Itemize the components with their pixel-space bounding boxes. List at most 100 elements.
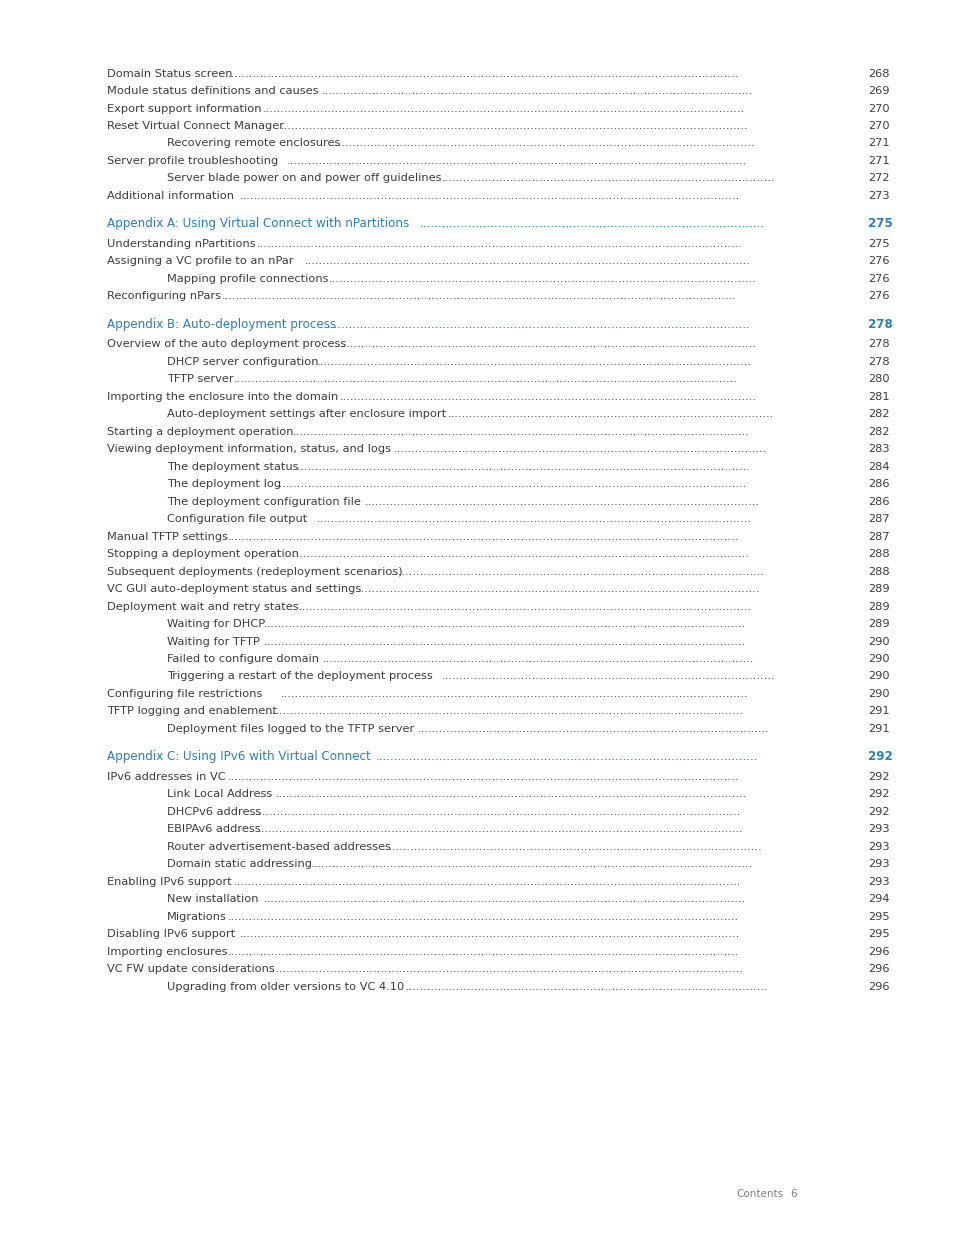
Text: VC FW update considerations: VC FW update considerations xyxy=(107,965,274,974)
Text: Reset Virtual Connect Manager: Reset Virtual Connect Manager xyxy=(107,121,284,131)
Text: ................................................................................: ........................................… xyxy=(323,655,754,664)
Text: Overview of the auto deployment process: Overview of the auto deployment process xyxy=(107,340,346,350)
Text: Waiting for DHCP: Waiting for DHCP xyxy=(167,619,265,629)
Text: ................................................................................: ........................................… xyxy=(239,929,739,940)
Text: 276: 276 xyxy=(867,291,888,301)
Text: ................................................................................: ........................................… xyxy=(316,514,751,524)
Text: ................................................................................: ........................................… xyxy=(257,825,742,835)
Text: Export support information: Export support information xyxy=(107,104,261,114)
Text: 276: 276 xyxy=(867,274,888,284)
Text: 292: 292 xyxy=(867,772,888,782)
Text: ................................................................................: ........................................… xyxy=(263,894,745,904)
Text: Stopping a deployment operation: Stopping a deployment operation xyxy=(107,550,298,559)
Text: Triggering a restart of the deployment process: Triggering a restart of the deployment p… xyxy=(167,672,433,682)
Text: ................................................................................: ........................................… xyxy=(293,550,748,559)
Text: ................................................................................: ........................................… xyxy=(304,257,749,267)
Text: ................................................................................: ........................................… xyxy=(269,965,743,974)
Text: ................................................................................: ........................................… xyxy=(382,842,762,852)
Text: ................................................................................: ........................................… xyxy=(447,409,773,420)
Text: Configuration file output: Configuration file output xyxy=(167,514,307,524)
Text: Importing the enclosure into the domain: Importing the enclosure into the domain xyxy=(107,391,338,401)
Text: Contents: Contents xyxy=(735,1189,782,1199)
Text: ................................................................................: ........................................… xyxy=(357,584,760,594)
Text: Deployment files logged to the TFTP server: Deployment files logged to the TFTP serv… xyxy=(167,724,414,734)
Text: 280: 280 xyxy=(867,374,889,384)
Text: 293: 293 xyxy=(867,842,889,852)
Text: 276: 276 xyxy=(867,257,888,267)
Text: ................................................................................: ........................................… xyxy=(252,806,740,816)
Text: 292: 292 xyxy=(867,789,888,799)
Text: ................................................................................: ........................................… xyxy=(375,751,758,763)
Text: Additional information: Additional information xyxy=(107,191,233,201)
Text: 270: 270 xyxy=(867,121,889,131)
Text: The deployment configuration file: The deployment configuration file xyxy=(167,496,360,506)
Text: ................................................................................: ........................................… xyxy=(263,104,744,114)
Text: ................................................................................: ........................................… xyxy=(221,291,736,301)
Text: 295: 295 xyxy=(867,911,889,921)
Text: ................................................................................: ........................................… xyxy=(280,121,747,131)
Text: 278: 278 xyxy=(867,317,892,331)
Text: ................................................................................: ........................................… xyxy=(256,238,742,249)
Text: ................................................................................: ........................................… xyxy=(419,217,763,231)
Text: ................................................................................: ........................................… xyxy=(233,877,740,887)
Text: ................................................................................: ........................................… xyxy=(294,462,749,472)
Text: 282: 282 xyxy=(867,427,888,437)
Text: 289: 289 xyxy=(867,584,889,594)
Text: 293: 293 xyxy=(867,860,889,869)
Text: 291: 291 xyxy=(867,706,889,716)
Text: ................................................................................: ........................................… xyxy=(263,636,745,647)
Text: Configuring file restrictions: Configuring file restrictions xyxy=(107,689,262,699)
Text: 284: 284 xyxy=(867,462,888,472)
Text: The deployment log: The deployment log xyxy=(167,479,281,489)
Text: ................................................................................: ........................................… xyxy=(316,357,751,367)
Text: 272: 272 xyxy=(867,173,888,184)
Text: Recovering remote enclosures: Recovering remote enclosures xyxy=(167,138,340,148)
Text: Starting a deployment operation: Starting a deployment operation xyxy=(107,427,294,437)
Text: 270: 270 xyxy=(867,104,889,114)
Text: 287: 287 xyxy=(867,532,889,542)
Text: 295: 295 xyxy=(867,929,889,940)
Text: VC GUI auto-deployment status and settings: VC GUI auto-deployment status and settin… xyxy=(107,584,361,594)
Text: 289: 289 xyxy=(867,601,889,611)
Text: 275: 275 xyxy=(867,217,892,231)
Text: 296: 296 xyxy=(867,982,888,992)
Text: Viewing deployment information, status, and logs: Viewing deployment information, status, … xyxy=(107,445,391,454)
Text: 296: 296 xyxy=(867,947,888,957)
Text: TFTP server: TFTP server xyxy=(167,374,233,384)
Text: Understanding nPartitions: Understanding nPartitions xyxy=(107,238,255,249)
Text: ................................................................................: ........................................… xyxy=(311,860,753,869)
Text: ................................................................................: ........................................… xyxy=(239,191,739,201)
Text: Server blade power on and power off guidelines: Server blade power on and power off guid… xyxy=(167,173,441,184)
Text: ................................................................................: ........................................… xyxy=(233,374,738,384)
Text: 269: 269 xyxy=(867,86,888,96)
Text: 275: 275 xyxy=(867,238,889,249)
Text: ................................................................................: ........................................… xyxy=(286,156,746,165)
Text: Upgrading from older versions to VC 4.10: Upgrading from older versions to VC 4.10 xyxy=(167,982,404,992)
Text: Router advertisement-based addresses: Router advertisement-based addresses xyxy=(167,842,391,852)
Text: 271: 271 xyxy=(867,138,889,148)
Text: Deployment wait and retry states: Deployment wait and retry states xyxy=(107,601,298,611)
Text: ................................................................................: ........................................… xyxy=(339,340,756,350)
Text: 286: 286 xyxy=(867,479,888,489)
Text: Manual TFTP settings: Manual TFTP settings xyxy=(107,532,228,542)
Text: ................................................................................: ........................................… xyxy=(280,689,747,699)
Text: Appendix A: Using Virtual Connect with nPartitions: Appendix A: Using Virtual Connect with n… xyxy=(107,217,409,231)
Text: 292: 292 xyxy=(867,806,888,816)
Text: ................................................................................: ........................................… xyxy=(405,982,767,992)
Text: 289: 289 xyxy=(867,619,889,629)
Text: 288: 288 xyxy=(867,567,889,577)
Text: Migrations: Migrations xyxy=(167,911,227,921)
Text: Domain Status screen: Domain Status screen xyxy=(107,69,233,79)
Text: ................................................................................: ........................................… xyxy=(275,789,746,799)
Text: ................................................................................: ........................................… xyxy=(269,706,743,716)
Text: 290: 290 xyxy=(867,689,889,699)
Text: ................................................................................: ........................................… xyxy=(263,619,745,629)
Text: ................................................................................: ........................................… xyxy=(326,317,749,331)
Text: ................................................................................: ........................................… xyxy=(339,391,756,401)
Text: New installation: New installation xyxy=(167,894,258,904)
Text: ................................................................................: ........................................… xyxy=(227,69,738,79)
Text: 287: 287 xyxy=(867,514,889,524)
Text: 282: 282 xyxy=(867,409,888,420)
Text: ................................................................................: ........................................… xyxy=(227,947,738,957)
Text: Auto-deployment settings after enclosure import: Auto-deployment settings after enclosure… xyxy=(167,409,446,420)
